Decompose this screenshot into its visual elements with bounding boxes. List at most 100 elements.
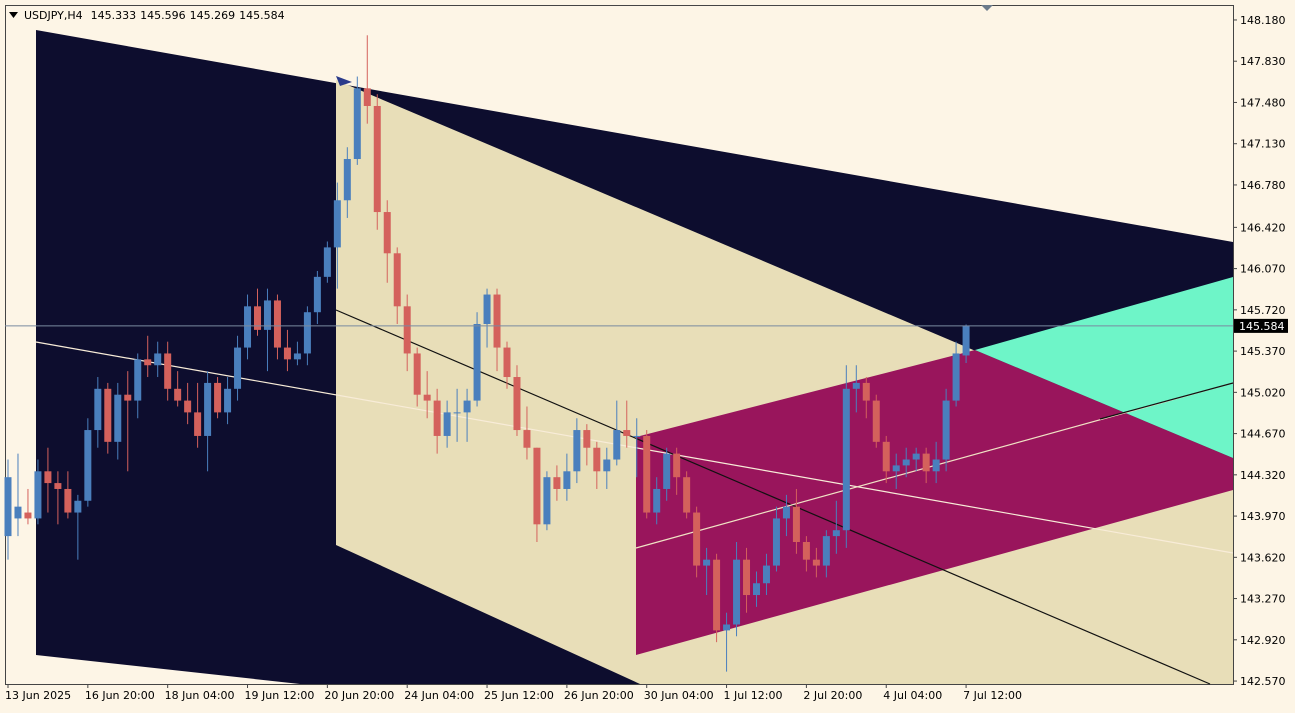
low: 145.269	[190, 9, 236, 22]
y-tick-label: 143.620	[1240, 551, 1286, 564]
x-tick-label: 19 Jun 12:00	[245, 689, 315, 702]
x-tick-label: 13 Jun 2025	[5, 689, 71, 702]
candle-body	[343, 159, 351, 201]
candle-body	[733, 559, 741, 625]
candle-body	[403, 306, 411, 354]
y-tick-label: 143.270	[1240, 593, 1286, 606]
y-tick-label: 146.420	[1240, 221, 1286, 234]
open: 145.333	[91, 9, 137, 22]
y-tick-label: 147.830	[1240, 55, 1286, 68]
candle-body	[503, 347, 511, 378]
candle-body	[623, 430, 631, 436]
candle-body	[224, 388, 232, 413]
candle-body	[832, 530, 840, 537]
candle-body	[84, 430, 92, 501]
y-tick-label: 145.720	[1240, 304, 1286, 317]
candle-body	[124, 394, 132, 401]
candle-body	[653, 488, 661, 513]
y-tick-label: 147.480	[1240, 96, 1286, 109]
y-tick-label: 142.570	[1240, 675, 1286, 688]
candle-body	[453, 412, 461, 414]
candle-body	[743, 559, 751, 596]
candle-body	[633, 435, 641, 437]
candle-body	[603, 459, 611, 472]
candle-body	[483, 294, 491, 324]
candle-body	[273, 300, 281, 348]
candle-body	[543, 477, 551, 525]
candle-body	[792, 506, 800, 543]
channel-inner	[636, 350, 1233, 655]
candle-body	[333, 200, 341, 248]
x-tick-label: 25 Jun 12:00	[484, 689, 554, 702]
candle-body	[64, 488, 72, 513]
scroll-marker	[981, 5, 993, 11]
candle-body	[663, 453, 671, 489]
candle-body	[852, 382, 860, 389]
x-tick-label: 24 Jun 04:00	[404, 689, 474, 702]
candle-body	[842, 388, 850, 531]
y-tick-label: 144.670	[1240, 428, 1286, 441]
symbol: USDJPY,H4	[24, 9, 83, 22]
candle-body	[762, 565, 770, 584]
candle-body	[962, 325, 970, 356]
candle-body	[493, 294, 501, 348]
x-tick-label: 26 Jun 20:00	[564, 689, 634, 702]
x-tick-label: 4 Jul 04:00	[883, 689, 942, 702]
x-tick-label: 1 Jul 12:00	[724, 689, 783, 702]
y-tick-label: 144.320	[1240, 469, 1286, 482]
candle-body	[553, 477, 561, 489]
candle-body	[214, 382, 222, 413]
x-tick-label: 2 Jul 20:00	[803, 689, 862, 702]
price-tag-label: 145.584	[1239, 320, 1285, 333]
candle-body	[94, 388, 102, 431]
x-tick-label: 20 Jun 20:00	[324, 689, 394, 702]
anchor	[336, 76, 352, 86]
candle-body	[114, 394, 122, 442]
candle-body	[872, 400, 880, 442]
candle-body	[643, 435, 651, 513]
candle-body	[593, 447, 601, 472]
candle-body	[713, 559, 721, 631]
candle-body	[443, 412, 451, 436]
x-tick-label: 30 Jun 04:00	[644, 689, 714, 702]
trend-line	[1099, 382, 1234, 420]
candle-body	[952, 353, 960, 401]
candle-body	[882, 441, 890, 472]
candle-body	[423, 394, 431, 401]
y-tick-label: 146.780	[1240, 179, 1286, 192]
candle-body	[134, 359, 142, 401]
candle-body	[174, 388, 182, 401]
candle-body	[393, 253, 401, 307]
channel-zone	[975, 277, 1233, 458]
price-tag	[1234, 318, 1288, 333]
x-tick-label: 18 Jun 04:00	[165, 689, 235, 702]
candle-body	[862, 382, 870, 401]
candle-body	[54, 483, 62, 489]
candle-body	[782, 506, 790, 519]
candle-body	[373, 105, 381, 213]
menu-arrow[interactable]	[9, 12, 18, 18]
y-tick-label: 143.970	[1240, 510, 1286, 523]
x-tick-label: 7 Jul 12:00	[963, 689, 1022, 702]
y-tick-label: 145.020	[1240, 386, 1286, 399]
candle-body	[693, 512, 701, 566]
candle-body	[363, 88, 371, 106]
candle-body	[673, 453, 681, 478]
y-tick-label: 147.130	[1240, 138, 1286, 151]
candle-body	[234, 347, 242, 389]
candle-body	[932, 459, 940, 472]
candle-body	[34, 471, 42, 519]
y-tick-label: 142.920	[1240, 634, 1286, 647]
header: USDJPY,H4 145.333 145.596 145.269 145.584	[24, 9, 285, 22]
candle-body	[204, 382, 212, 436]
candle-body	[413, 353, 421, 395]
candle-body	[293, 353, 301, 360]
candle-body	[194, 412, 202, 436]
candle-body	[802, 542, 810, 560]
candle-body	[473, 323, 481, 401]
candle-body	[822, 536, 830, 566]
candle-body	[922, 453, 930, 472]
candle-body	[902, 459, 910, 466]
candle-body	[433, 400, 441, 436]
